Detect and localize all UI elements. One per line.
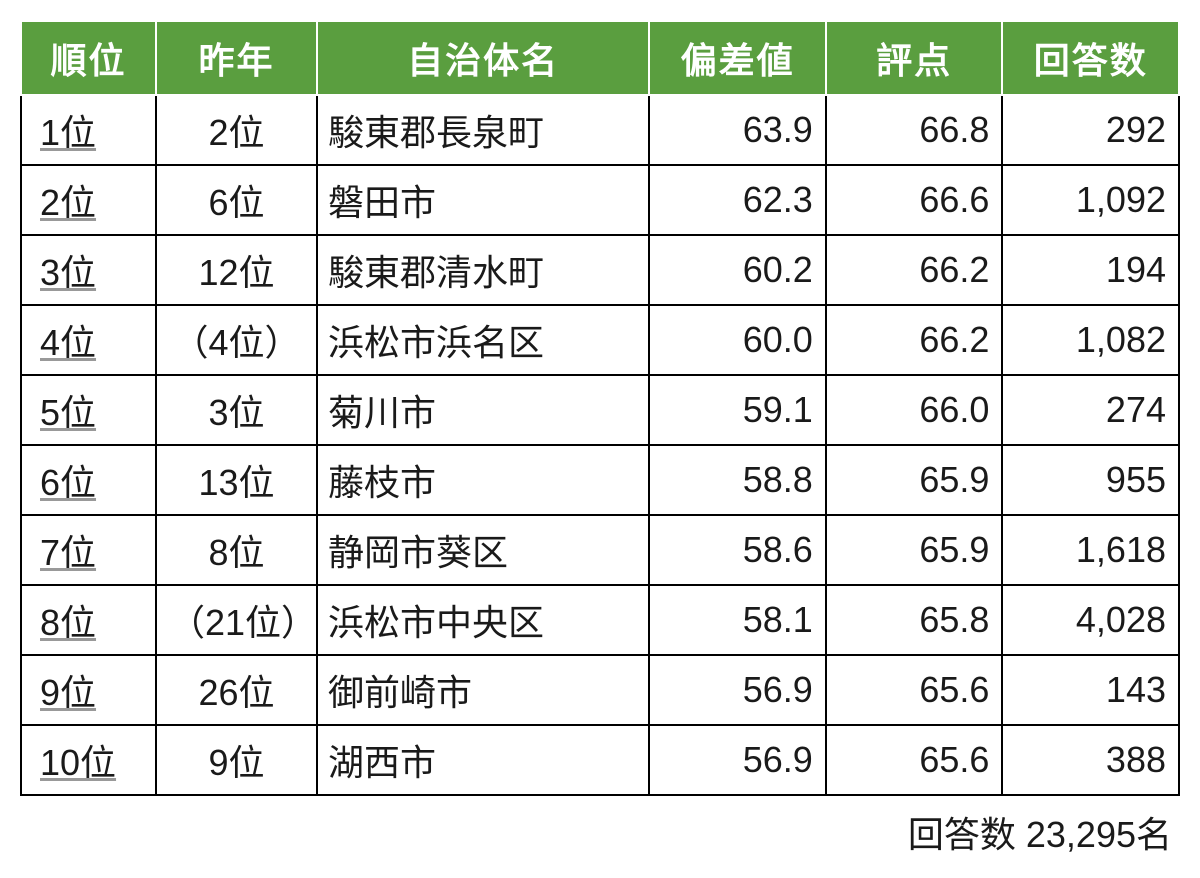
cell-responses: 1,082 [1002,305,1179,375]
cell-lastyear: 8位 [156,515,317,585]
cell-rank: 8位 [21,585,156,655]
cell-lastyear: （21位） [156,585,317,655]
table-row: 4位（4位）浜松市浜名区60.066.21,082 [21,305,1179,375]
table-row: 1位2位駿東郡長泉町63.966.8292 [21,95,1179,165]
cell-lastyear: 6位 [156,165,317,235]
table-header-row: 順位 昨年 自治体名 偏差値 評点 回答数 [21,21,1179,95]
cell-name: 藤枝市 [317,445,649,515]
cell-score: 66.8 [826,95,1003,165]
table-row: 7位8位静岡市葵区58.665.91,618 [21,515,1179,585]
header-responses: 回答数 [1002,21,1179,95]
header-name: 自治体名 [317,21,649,95]
cell-rank: 9位 [21,655,156,725]
cell-score: 65.9 [826,445,1003,515]
cell-name: 浜松市中央区 [317,585,649,655]
table-body: 1位2位駿東郡長泉町63.966.82922位6位磐田市62.366.61,09… [21,95,1179,795]
footer-label: 回答数 [908,814,1016,855]
cell-deviation: 60.2 [649,235,826,305]
header-deviation: 偏差値 [649,21,826,95]
cell-rank: 2位 [21,165,156,235]
cell-score: 66.0 [826,375,1003,445]
cell-deviation: 63.9 [649,95,826,165]
cell-name: 菊川市 [317,375,649,445]
cell-score: 66.6 [826,165,1003,235]
cell-name: 駿東郡長泉町 [317,95,649,165]
cell-name: 磐田市 [317,165,649,235]
cell-lastyear: 9位 [156,725,317,795]
cell-rank: 6位 [21,445,156,515]
cell-deviation: 56.9 [649,725,826,795]
cell-score: 66.2 [826,235,1003,305]
cell-responses: 1,092 [1002,165,1179,235]
table-row: 2位6位磐田市62.366.61,092 [21,165,1179,235]
cell-lastyear: 2位 [156,95,317,165]
ranking-table: 順位 昨年 自治体名 偏差値 評点 回答数 1位2位駿東郡長泉町63.966.8… [20,20,1180,796]
cell-score: 66.2 [826,305,1003,375]
cell-deviation: 60.0 [649,305,826,375]
cell-lastyear: 12位 [156,235,317,305]
table-row: 10位9位湖西市56.965.6388 [21,725,1179,795]
cell-rank: 7位 [21,515,156,585]
cell-responses: 274 [1002,375,1179,445]
cell-rank: 5位 [21,375,156,445]
cell-deviation: 62.3 [649,165,826,235]
cell-name: 湖西市 [317,725,649,795]
cell-name: 静岡市葵区 [317,515,649,585]
cell-rank: 10位 [21,725,156,795]
cell-lastyear: 26位 [156,655,317,725]
cell-responses: 292 [1002,95,1179,165]
cell-lastyear: 3位 [156,375,317,445]
header-score: 評点 [826,21,1003,95]
cell-deviation: 56.9 [649,655,826,725]
cell-lastyear: 13位 [156,445,317,515]
table-row: 8位（21位）浜松市中央区58.165.84,028 [21,585,1179,655]
cell-lastyear: （4位） [156,305,317,375]
cell-deviation: 58.1 [649,585,826,655]
header-lastyear: 昨年 [156,21,317,95]
cell-responses: 1,618 [1002,515,1179,585]
cell-responses: 388 [1002,725,1179,795]
table-row: 5位3位菊川市59.166.0274 [21,375,1179,445]
cell-deviation: 58.8 [649,445,826,515]
cell-rank: 3位 [21,235,156,305]
footer-value: 23,295名 [1026,814,1172,855]
cell-score: 65.9 [826,515,1003,585]
header-rank: 順位 [21,21,156,95]
cell-score: 65.6 [826,655,1003,725]
cell-score: 65.8 [826,585,1003,655]
cell-deviation: 59.1 [649,375,826,445]
cell-score: 65.6 [826,725,1003,795]
footer-note: 回答数 23,295名 [20,806,1180,858]
cell-name: 駿東郡清水町 [317,235,649,305]
table-row: 3位12位駿東郡清水町60.266.2194 [21,235,1179,305]
cell-deviation: 58.6 [649,515,826,585]
cell-rank: 1位 [21,95,156,165]
cell-responses: 194 [1002,235,1179,305]
cell-responses: 143 [1002,655,1179,725]
cell-name: 御前崎市 [317,655,649,725]
cell-responses: 955 [1002,445,1179,515]
table-row: 6位13位藤枝市58.865.9955 [21,445,1179,515]
table-row: 9位26位御前崎市56.965.6143 [21,655,1179,725]
cell-rank: 4位 [21,305,156,375]
cell-responses: 4,028 [1002,585,1179,655]
cell-name: 浜松市浜名区 [317,305,649,375]
